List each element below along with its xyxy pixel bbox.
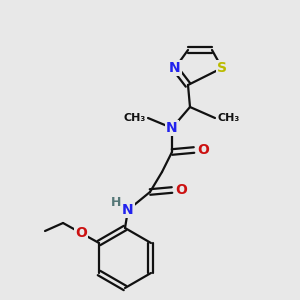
Text: O: O bbox=[175, 183, 187, 197]
Text: N: N bbox=[122, 203, 134, 217]
Text: H: H bbox=[111, 196, 121, 208]
Text: N: N bbox=[166, 121, 178, 135]
Text: CH₃: CH₃ bbox=[124, 113, 146, 123]
Text: O: O bbox=[197, 143, 209, 157]
Text: S: S bbox=[217, 61, 227, 75]
Text: CH₃: CH₃ bbox=[217, 113, 239, 123]
Text: N: N bbox=[169, 61, 181, 75]
Text: O: O bbox=[75, 226, 87, 240]
